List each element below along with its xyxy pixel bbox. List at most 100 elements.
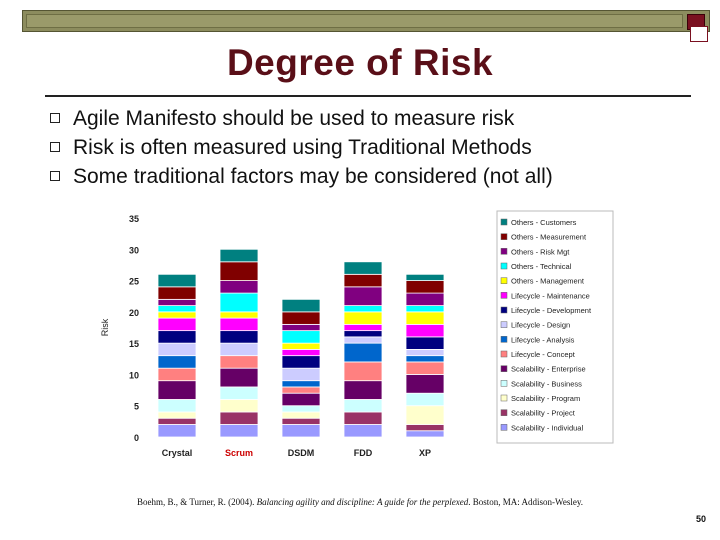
bullet-text: Some traditional factors may be consider… [73, 165, 553, 188]
bar-segment [157, 399, 197, 413]
citation-authors: Boehm, B., & Turner, R. (2004). [137, 497, 257, 507]
legend-label: Others - Measurement [511, 233, 587, 242]
legend-swatch [500, 336, 508, 343]
bar-segment [219, 280, 259, 294]
bar-segment [281, 424, 321, 438]
y-tick-label: 5 [134, 402, 139, 412]
bar-segment [157, 317, 197, 332]
legend-label: Others - Risk Mgt [511, 247, 570, 256]
slide-title: Degree of Risk [226, 42, 494, 83]
citation-publisher: . Boston, MA: Addison-Wesley. [468, 497, 583, 507]
square-bullet-icon [50, 171, 60, 181]
bar-segment [405, 355, 445, 363]
bar-segment [157, 380, 197, 400]
bar-segment [281, 392, 321, 407]
legend-label: Scalability - Enterprise [511, 365, 586, 374]
square-bullet-icon [50, 142, 60, 152]
bar-segment [219, 317, 259, 332]
legend-swatch [500, 365, 508, 372]
bar-segment [219, 399, 259, 413]
bar-segment [343, 411, 383, 425]
x-category-label: Crystal [162, 448, 193, 458]
legend-swatch [500, 218, 508, 226]
x-category-label: FDD [354, 448, 373, 458]
bar-segment [219, 248, 259, 263]
bar-segment [343, 342, 383, 363]
legend-swatch [500, 277, 508, 284]
y-tick-label: 20 [129, 308, 139, 318]
bar-segment [157, 355, 197, 369]
stacked-bar-chart: 0 5 10 15 20 25 30 35 Risk Crystal Scrum DSDM FDD XP O… [100, 210, 614, 458]
bar-segment [405, 292, 445, 307]
bar-segment [343, 311, 383, 325]
bar-segment [343, 361, 383, 382]
bar-segment [157, 417, 197, 425]
bar-segment [343, 273, 383, 288]
bar-segment [343, 286, 383, 307]
legend-swatch [500, 233, 508, 240]
bar-segment [405, 430, 445, 438]
bullet-list: Agile Manifesto should be used to measur… [48, 104, 708, 191]
bar-segment [405, 311, 445, 325]
bar-segment [281, 323, 321, 332]
legend-swatch [500, 350, 508, 358]
bar-segment [405, 305, 445, 313]
bar-segment [343, 305, 383, 313]
x-category-label: Scrum [225, 448, 253, 458]
bar-segment [219, 367, 259, 388]
bar-segment [405, 336, 445, 350]
bar-segment [343, 399, 383, 413]
legend-label: Lifecycle - Maintenance [511, 291, 590, 300]
legend-label: Scalability - Project [511, 409, 576, 418]
bar-segment [281, 298, 321, 313]
bar-segment [405, 424, 445, 432]
bar-segment [281, 367, 321, 382]
bar-segment [219, 424, 259, 438]
bar-segment [157, 298, 197, 307]
bar-segment [281, 311, 321, 325]
bullet-item: Risk is often measured using Traditional… [48, 133, 708, 162]
bar-segment [281, 411, 321, 419]
title-bar-inner [26, 14, 683, 28]
page-number: 50 [695, 514, 706, 524]
bar-segment [405, 280, 445, 294]
y-axis-title: Risk [100, 318, 110, 336]
bar-segment [281, 386, 321, 394]
bar-segment [219, 386, 259, 400]
bar-segment [281, 417, 321, 425]
bar-segment [219, 311, 259, 319]
decorative-square-outline [690, 26, 708, 42]
legend-swatch [500, 248, 508, 255]
bar-segment [157, 273, 197, 288]
legend-label: Others - Management [511, 277, 585, 286]
bar-segment [281, 348, 321, 357]
y-tick-label: 0 [134, 433, 139, 443]
bullet-text: Agile Manifesto should be used to measur… [73, 107, 515, 130]
y-tick-label: 35 [129, 214, 139, 224]
bar-segment [219, 355, 259, 369]
legend-label: Scalability - Program [511, 394, 580, 403]
legend-label: Scalability - Individual [511, 423, 583, 432]
bar-segment [343, 330, 383, 338]
legend-label: Lifecycle - Design [511, 321, 570, 330]
legend-swatch [500, 424, 508, 431]
legend-label: Lifecycle - Concept [511, 350, 576, 359]
bullet-text: Risk is often measured using Traditional… [73, 136, 532, 159]
bar-segment [405, 323, 445, 338]
bar-segment [157, 424, 197, 438]
bar-segment [405, 361, 445, 375]
bar-segment [281, 342, 321, 350]
bar-segment [405, 405, 445, 425]
bar-segment [157, 311, 197, 319]
bar-segment [343, 323, 383, 332]
bar-segment [219, 342, 259, 357]
bar-segment [157, 305, 197, 313]
legend-swatch [500, 394, 508, 402]
citation-book-title: Balancing agility and discipline: A guid… [256, 497, 469, 507]
legend-label: Scalability - Business [511, 379, 582, 388]
legend-swatch [500, 321, 508, 328]
legend-swatch [500, 409, 508, 416]
square-bullet-icon [50, 113, 60, 123]
y-tick-label: 15 [129, 339, 139, 349]
bar-segment [157, 286, 197, 300]
